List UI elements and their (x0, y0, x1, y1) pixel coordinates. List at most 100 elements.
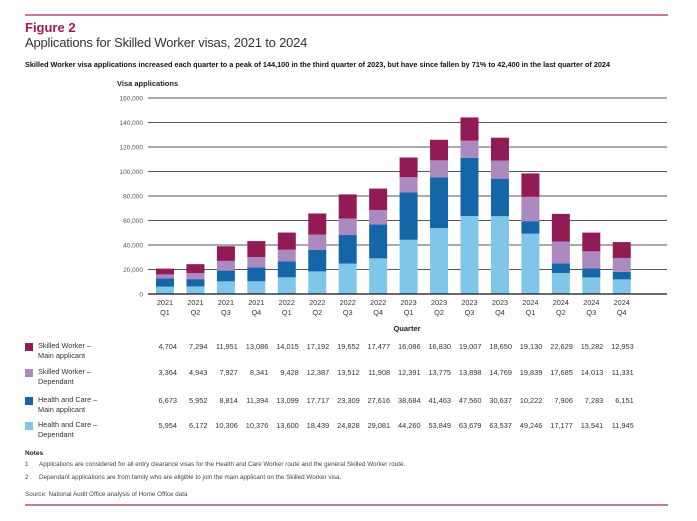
table-cell: 10,376 (245, 421, 269, 430)
bar-segment (277, 232, 296, 250)
bar-segment (460, 117, 479, 141)
y-axis-label: Visa applications (117, 79, 178, 88)
table-cell: 13,512 (337, 368, 360, 377)
table-cell: 3,364 (158, 368, 178, 377)
figure-subtitle: Skilled Worker visa applications increas… (25, 60, 611, 69)
x-tick-quarter: Q3 (343, 308, 353, 317)
table-cell: 12,387 (306, 368, 330, 377)
bar-segment (460, 157, 479, 216)
bar-segment (612, 271, 631, 280)
x-tick-quarter: Q4 (617, 308, 627, 317)
x-tick-year: 2022 (309, 298, 325, 307)
x-tick-quarter: Q4 (251, 308, 261, 317)
table-cell: 27,616 (367, 396, 391, 405)
x-tick-quarter: Q3 (465, 308, 475, 317)
bar-segment (216, 270, 235, 282)
source-note: Source: National Audit Office analysis o… (25, 491, 188, 498)
table-cell: 11,951 (215, 342, 238, 351)
table-cell: 14,013 (580, 368, 604, 377)
legend-label: Health and Care – Dependant (38, 420, 98, 439)
bar-segment (216, 281, 235, 294)
bar-segment (156, 286, 174, 294)
x-tick-year: 2024 (553, 298, 569, 307)
bar-segment (490, 216, 509, 294)
table-cell: 19,839 (519, 368, 543, 377)
table-cell: 24,828 (337, 421, 360, 430)
table-cell: 49,246 (519, 421, 543, 430)
table-cell: 18,650 (489, 342, 512, 351)
x-tick-year: 2024 (522, 298, 538, 307)
table-cell: 7,283 (584, 396, 604, 405)
bar-segment (521, 233, 540, 294)
bar-segment (399, 177, 418, 193)
notes-heading: Notes (25, 450, 44, 457)
table-cell: 13,898 (458, 368, 482, 377)
table-cell: 17,177 (550, 421, 573, 430)
table-cell: 6,172 (188, 421, 208, 430)
table-cell: 63,679 (458, 421, 482, 430)
table-cell: 7,294 (188, 342, 208, 351)
x-tick-quarter: Q1 (282, 308, 292, 317)
bar-segment (338, 263, 357, 294)
bar-segment (186, 279, 205, 287)
bar-segment (582, 268, 601, 278)
bar-segment (399, 192, 418, 240)
table-cell: 44,260 (397, 421, 421, 430)
legend-swatch (25, 369, 33, 377)
table-cell: 16,086 (397, 342, 421, 351)
x-tick-quarter: Q4 (373, 308, 383, 317)
bar-segment (582, 251, 601, 269)
x-tick-quarter: Q2 (312, 308, 322, 317)
bar-segment (399, 157, 418, 178)
bar-segment (186, 264, 205, 274)
table-cell: 13,099 (276, 396, 299, 405)
table-cell: 41,463 (428, 396, 452, 405)
table-row: Skilled Worker – Dependant 3,364 4,943 7,927… (0, 366, 697, 394)
x-tick-year: 2023 (461, 298, 477, 307)
bar-segment (399, 239, 418, 294)
table-cell: 11,908 (368, 368, 391, 377)
bar-segment (308, 234, 327, 250)
table-cell: 17,717 (306, 396, 330, 405)
bar-segment (247, 267, 266, 282)
bar-segment (247, 241, 266, 258)
note-number: 2 (25, 474, 29, 481)
bar-segment (430, 177, 449, 229)
legend-swatch (25, 397, 33, 405)
x-tick-quarter: Q1 (526, 308, 536, 317)
axes: Visa applications 0 20,000 40,000 60,000 80,0… (117, 79, 667, 333)
bar-segment (369, 188, 388, 210)
x-tick-quarter: Q1 (404, 308, 414, 317)
note-text: Applications are considered for all entr… (39, 461, 406, 468)
y-tick-label: 160,000 (120, 96, 144, 103)
bar-segment (156, 268, 174, 275)
table-cell: 19,652 (337, 342, 360, 351)
table-cell: 5,952 (188, 396, 208, 405)
table-cell: 8,341 (249, 368, 269, 377)
x-tick-year: 2024 (583, 298, 599, 307)
bar-segment (551, 241, 570, 264)
table-cell: 10,306 (215, 421, 238, 430)
bar-segment (521, 196, 540, 222)
table-cell: 13,775 (428, 368, 452, 377)
table-cell: 9,428 (280, 368, 299, 377)
x-tick-year: 2021 (248, 298, 264, 307)
figure-title: Applications for Skilled Worker visas, 2… (25, 35, 308, 50)
y-tick-label: 100,000 (120, 169, 144, 176)
table-cell: 63,537 (489, 421, 512, 430)
bar-segment (521, 221, 540, 234)
table-cell: 12,953 (611, 342, 634, 351)
x-tick-year: 2022 (340, 298, 356, 307)
bar-segment (582, 277, 601, 294)
bar-segment (247, 257, 266, 268)
bar-segment (186, 286, 205, 294)
bar-segment (216, 260, 235, 271)
bars (156, 117, 631, 294)
stacked-bar-chart: Visa applications 0 20,000 40,000 60,000 80,0… (117, 79, 667, 333)
table-cell: 22,629 (550, 342, 573, 351)
table-cell: 17,685 (550, 368, 573, 377)
x-tick-year: 2021 (218, 298, 234, 307)
legend-swatch (25, 343, 33, 351)
x-tick-quarter: Q2 (191, 308, 201, 317)
bar-segment (216, 246, 235, 261)
